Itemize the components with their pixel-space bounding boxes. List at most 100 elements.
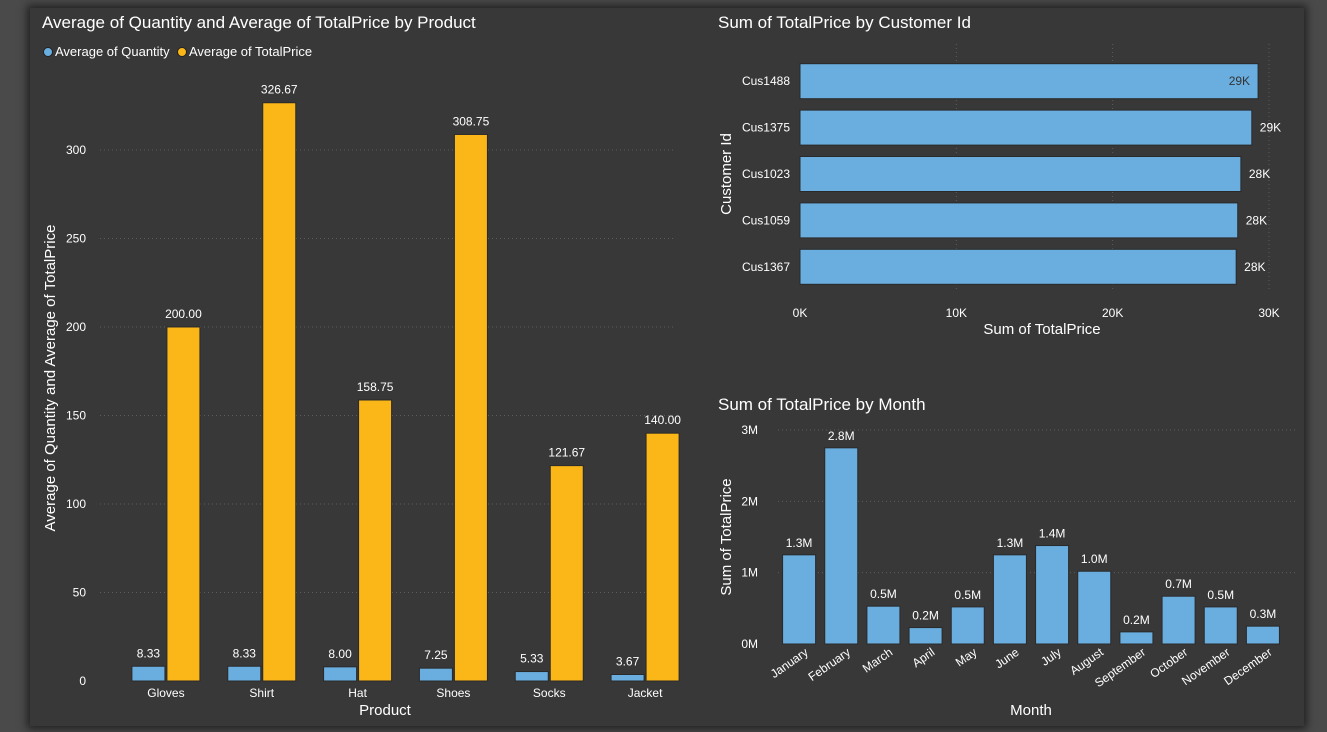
bar-january[interactable]	[782, 554, 817, 645]
customer-x-tick-10k: 10K	[946, 306, 967, 320]
bar-october[interactable]	[1161, 595, 1196, 645]
data-label-december: 0.3M	[1250, 607, 1277, 621]
product-x-tick-jacket: Jacket	[628, 686, 663, 700]
bar-august[interactable]	[1077, 570, 1112, 645]
bar-december[interactable]	[1245, 625, 1280, 645]
data-label-cus1059: 28K	[1246, 213, 1267, 227]
product-y-ticks: 0 50 100 150 200 250 300	[66, 143, 86, 688]
data-label-october: 0.7M	[1165, 577, 1192, 591]
bar-march[interactable]	[866, 605, 901, 645]
bar-hat-quantity[interactable]	[323, 666, 358, 682]
bar-cus1059[interactable]	[799, 202, 1239, 239]
customer-y-axis-title: Customer Id	[718, 133, 735, 215]
customer-chart-title: Sum of TotalPrice by Customer Id	[718, 13, 971, 32]
legend-item-quantity[interactable]: Average of Quantity	[43, 44, 171, 59]
bar-cus1488[interactable]	[799, 63, 1259, 100]
customer-y-tick-cus1059: Cus1059	[742, 213, 790, 227]
customer-y-tick-cus1488: Cus1488	[742, 74, 790, 88]
data-label-july: 1.4M	[1039, 527, 1066, 541]
month-y-tick-3m: 3M	[741, 423, 758, 437]
bar-socks-totalprice[interactable]	[549, 465, 584, 682]
month-y-tick-0m: 0M	[741, 637, 758, 651]
product-x-axis-title: Product	[359, 702, 412, 719]
month-gridlines	[778, 429, 1297, 574]
product-x-tick-gloves: Gloves	[147, 686, 184, 700]
bar-jacket-totalprice[interactable]	[645, 432, 680, 682]
data-label-august: 1.0M	[1081, 552, 1108, 566]
month-y-tick-1m: 1M	[741, 566, 758, 580]
product-chart-title: Average of Quantity and Average of Total…	[42, 13, 476, 32]
month-x-axis-title: Month	[1010, 702, 1052, 719]
bar-february[interactable]	[824, 447, 859, 645]
bar-cus1023[interactable]	[799, 156, 1242, 192]
bar-gloves-totalprice[interactable]	[166, 326, 201, 682]
product-chart: Average of Quantity and Average of Total…	[42, 13, 681, 719]
data-label-shoes-quantity: 7.25	[424, 648, 448, 662]
customer-y-ticks: Cus1488 Cus1375 Cus1023 Cus1059 Cus1367	[742, 74, 790, 274]
legend-item-totalprice[interactable]: Average of TotalPrice	[177, 44, 313, 59]
data-label-cus1375: 29K	[1260, 121, 1281, 135]
month-x-tick-april: April	[910, 645, 938, 670]
product-x-ticks: Gloves Shirt Hat Shoes Socks Jacket	[147, 686, 663, 700]
product-y-tick-150: 150	[66, 408, 86, 422]
bar-june[interactable]	[992, 554, 1027, 645]
data-label-cus1367: 28K	[1244, 260, 1265, 274]
product-x-tick-socks: Socks	[533, 686, 566, 700]
data-label-february: 2.8M	[828, 429, 855, 443]
month-y-axis-title: Sum of TotalPrice	[718, 478, 735, 595]
customer-bars: 29K 29K 28K 28K 28K	[799, 63, 1281, 285]
month-x-tick-june: June	[992, 645, 1022, 672]
month-x-tick-july: July	[1038, 645, 1064, 669]
data-label-april: 0.2M	[912, 609, 939, 623]
month-bars: 1.3M 2.8M 0.5M 0.2M 0.5M 1.3M 1.4M 1.0M 0.2M 0.7M…	[782, 429, 1280, 645]
product-y-tick-0: 0	[79, 674, 86, 688]
bar-shoes-totalprice[interactable]	[453, 133, 488, 682]
data-label-cus1488: 29K	[1229, 74, 1250, 88]
month-chart: Sum of TotalPrice by Month 0M 1M 2M 3M 1.3M…	[718, 395, 1297, 719]
product-y-tick-300: 300	[66, 143, 86, 157]
bar-september[interactable]	[1119, 631, 1154, 645]
bar-socks-quantity[interactable]	[514, 671, 549, 682]
bar-hat-totalprice[interactable]	[358, 399, 393, 682]
bar-gloves-quantity[interactable]	[131, 665, 166, 682]
product-y-tick-200: 200	[66, 320, 86, 334]
data-label-hat-totalprice: 158.75	[357, 380, 394, 394]
product-legend: Average of Quantity Average of TotalPric…	[43, 44, 313, 59]
product-y-tick-50: 50	[73, 585, 87, 599]
data-label-socks-totalprice: 121.67	[548, 446, 585, 460]
data-label-socks-quantity: 5.33	[520, 652, 544, 666]
bar-july[interactable]	[1035, 545, 1070, 645]
month-chart-title: Sum of TotalPrice by Month	[718, 395, 926, 414]
legend-quantity-label: Average of Quantity	[55, 44, 170, 59]
customer-x-tick-30k: 30K	[1258, 306, 1279, 320]
month-x-tick-january: January	[768, 645, 811, 681]
data-label-may: 0.5M	[954, 588, 981, 602]
bar-november[interactable]	[1203, 606, 1238, 645]
legend-totalprice-marker	[177, 47, 187, 57]
month-x-tick-february: February	[806, 645, 853, 684]
legend-quantity-marker	[43, 47, 53, 57]
data-label-september: 0.2M	[1123, 613, 1150, 627]
bar-shoes-quantity[interactable]	[418, 667, 453, 682]
month-x-tick-may: May	[953, 645, 980, 669]
month-y-tick-2m: 2M	[741, 494, 758, 508]
bar-april[interactable]	[908, 627, 943, 645]
month-x-tick-december: December	[1221, 645, 1274, 688]
bar-jacket-quantity[interactable]	[610, 674, 645, 682]
bar-may[interactable]	[950, 606, 985, 645]
bar-shirt-quantity[interactable]	[227, 665, 262, 682]
bar-cus1375[interactable]	[799, 109, 1253, 146]
product-y-tick-250: 250	[66, 231, 86, 245]
month-y-ticks: 0M 1M 2M 3M	[741, 423, 758, 651]
customer-x-axis-title: Sum of TotalPrice	[983, 321, 1100, 338]
customer-chart: Sum of TotalPrice by Customer Id 29K29K2…	[718, 13, 1281, 338]
data-label-cus1023: 28K	[1249, 167, 1270, 181]
customer-y-tick-cus1375: Cus1375	[742, 121, 790, 135]
bar-shirt-totalprice[interactable]	[262, 102, 297, 682]
data-label-june: 1.3M	[997, 536, 1024, 550]
product-x-tick-hat: Hat	[348, 686, 367, 700]
product-x-tick-shoes: Shoes	[436, 686, 470, 700]
bar-cus1367[interactable]	[799, 248, 1237, 285]
